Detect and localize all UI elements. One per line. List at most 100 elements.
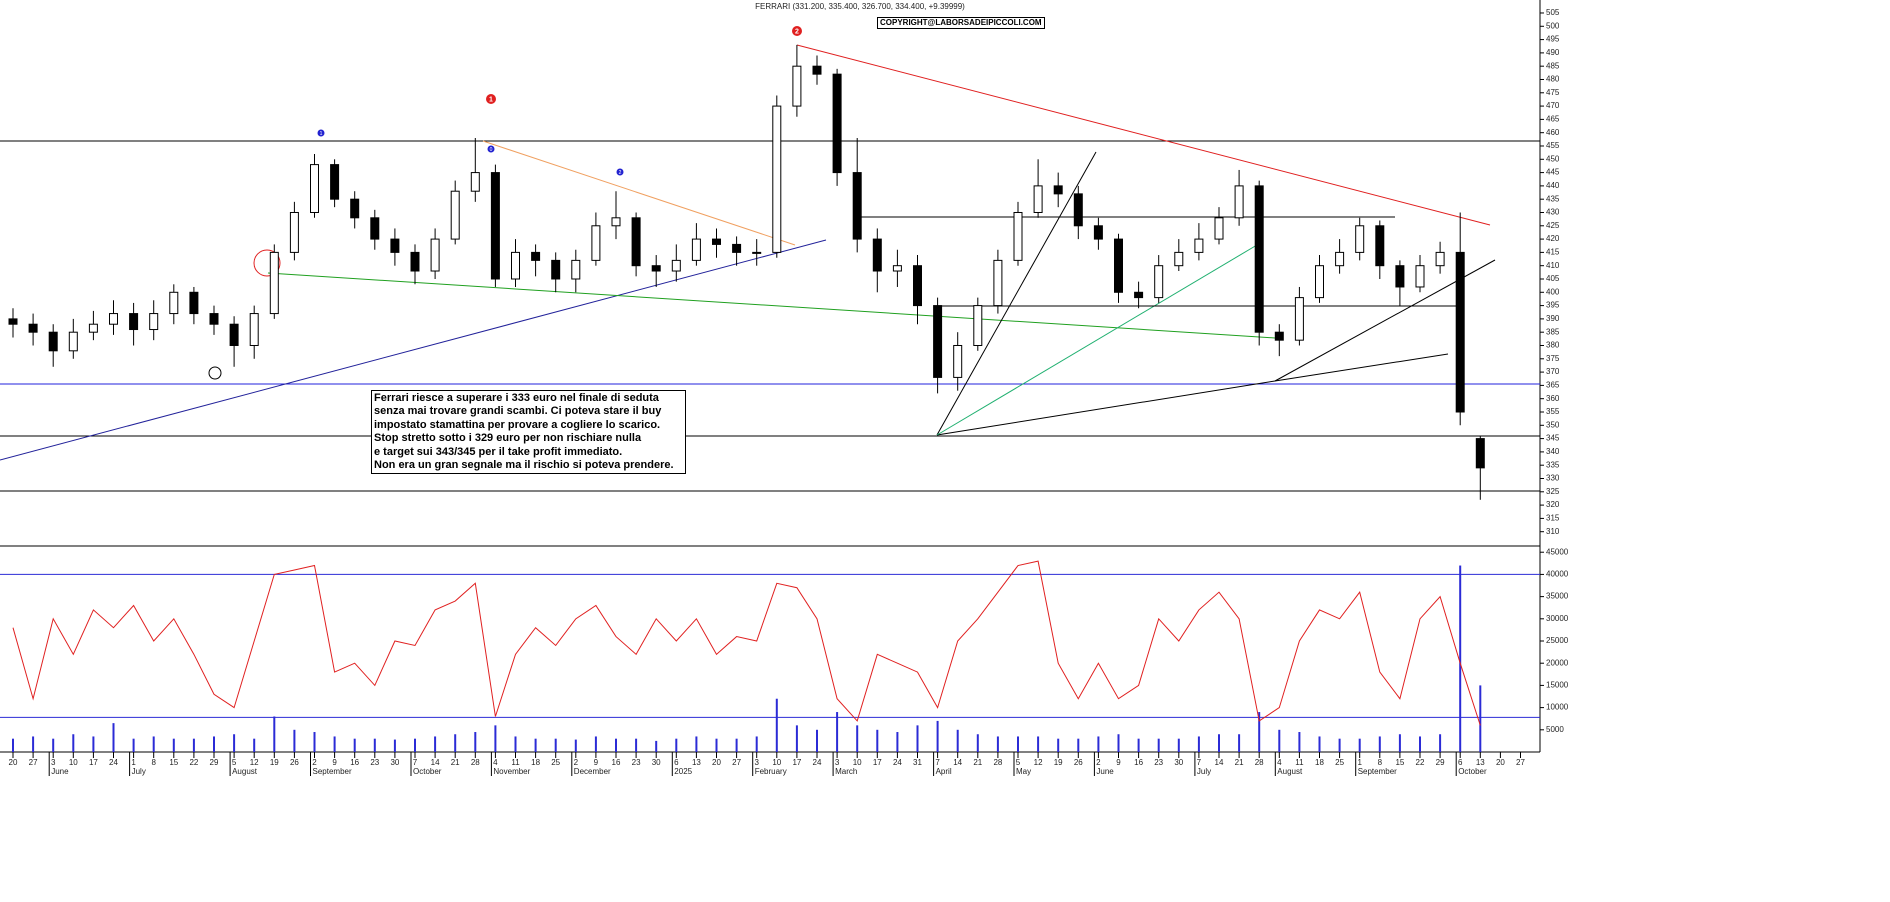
volume-bar xyxy=(72,734,75,752)
comment-line: Stop stretto sotto i 329 euro per non ri… xyxy=(374,432,642,445)
volume-bar xyxy=(695,736,698,752)
x-tick-label: 27 xyxy=(29,758,38,767)
x-tick-label: 5 xyxy=(232,758,237,767)
volume-bar xyxy=(253,738,256,752)
volume-bar xyxy=(1177,738,1180,752)
x-tick-label: 24 xyxy=(109,758,118,767)
candle-body xyxy=(651,265,661,272)
candle-body xyxy=(631,217,641,267)
candle-body xyxy=(1395,265,1405,288)
x-tick-label: 4 xyxy=(493,758,498,767)
candle-body xyxy=(933,305,943,378)
candle-body xyxy=(1174,251,1184,267)
trend-line xyxy=(267,272,1276,339)
month-label: August xyxy=(232,767,258,776)
month-label: July xyxy=(1197,767,1211,776)
volume-bar xyxy=(1097,736,1100,752)
x-tick-label: 9 xyxy=(1116,758,1121,767)
comment-line: impostato stamattina per provare a cogli… xyxy=(374,418,661,431)
copyright: COPYRIGHT@LABORSADEIPICCOLI.COM xyxy=(877,17,1045,29)
marker-label: 1 xyxy=(320,131,323,137)
volume-bar xyxy=(615,738,617,752)
candle-body xyxy=(209,313,219,325)
marker-label: 2 xyxy=(795,28,799,35)
candle-body xyxy=(1134,291,1144,299)
candle-body xyxy=(1073,193,1083,227)
trend-line xyxy=(0,239,827,461)
volume-bar xyxy=(1358,738,1361,752)
x-tick-label: 5 xyxy=(1016,758,1021,767)
candle-body xyxy=(752,251,762,254)
x-tick-label: 16 xyxy=(612,758,621,767)
x-tick-label: 24 xyxy=(893,758,902,767)
y-tick-label: 365 xyxy=(1546,381,1560,390)
x-tick-label: 27 xyxy=(1516,758,1525,767)
candle-body xyxy=(872,238,882,272)
wave-markers: 1 2 1 0 2 xyxy=(317,26,802,176)
candle-body xyxy=(410,251,420,272)
y-tick-label: 45000 xyxy=(1546,547,1569,556)
x-tick-label: 17 xyxy=(792,758,801,767)
x-tick-label: 24 xyxy=(813,758,822,767)
volume-bar xyxy=(574,739,577,752)
marker-label: 0 xyxy=(490,147,493,153)
candle-body xyxy=(953,344,963,378)
analysis-lines xyxy=(0,44,1540,492)
candle-body xyxy=(1154,265,1164,299)
x-tick-label: 22 xyxy=(189,758,198,767)
x-tick-label: 23 xyxy=(632,758,641,767)
y-tick-label: 505 xyxy=(1546,8,1560,17)
x-tick-label: 7 xyxy=(935,758,940,767)
volume-bar xyxy=(1338,738,1341,752)
volume-bar xyxy=(655,740,658,752)
volume-bar xyxy=(1439,734,1442,752)
volume-bar xyxy=(1419,736,1421,752)
candle-body xyxy=(1214,217,1224,240)
volume-bar xyxy=(795,725,798,752)
x-tick-label: 7 xyxy=(1197,758,1202,767)
x-tick-label: 30 xyxy=(390,758,399,767)
y-tick-label: 360 xyxy=(1546,394,1560,403)
month-label: June xyxy=(1096,767,1114,776)
volume-bar xyxy=(454,734,457,752)
x-tick-label: 14 xyxy=(431,758,440,767)
volume-bar xyxy=(52,738,55,752)
candle-body xyxy=(1033,185,1043,213)
y-tick-label: 35000 xyxy=(1546,592,1569,601)
volume-bar xyxy=(1157,738,1160,752)
volume-bar xyxy=(896,732,899,752)
trend-line xyxy=(936,380,1276,436)
month-label: November xyxy=(493,767,530,776)
x-tick-label: 10 xyxy=(853,758,862,767)
trend-line xyxy=(1274,353,1449,382)
x-tick-label: 22 xyxy=(1416,758,1425,767)
y-tick-label: 380 xyxy=(1546,341,1560,350)
volume-bar xyxy=(1238,734,1241,752)
volume-bar xyxy=(474,732,477,752)
volume-bar xyxy=(434,736,437,752)
comment-line: Non era un gran segnale ma il rischio si… xyxy=(374,459,674,472)
y-tick-label: 370 xyxy=(1546,367,1560,376)
y-tick-label: 490 xyxy=(1546,48,1560,57)
volume-bar xyxy=(152,736,155,752)
candle-body xyxy=(350,198,360,219)
month-label: June xyxy=(51,767,69,776)
y-tick-label: 425 xyxy=(1546,221,1560,230)
candle-body xyxy=(531,251,541,261)
volume-bar xyxy=(916,725,919,752)
volume-bar xyxy=(373,738,376,752)
y-tick-label: 400 xyxy=(1546,287,1560,296)
candle-body xyxy=(913,265,922,307)
y-tick-label: 415 xyxy=(1546,247,1560,256)
marker xyxy=(317,129,325,137)
x-tick-label: 12 xyxy=(250,758,259,767)
x-tick-label: 6 xyxy=(1458,758,1463,767)
x-tick-label: 26 xyxy=(290,758,299,767)
volume-bar xyxy=(836,712,839,752)
volume-bar xyxy=(1017,736,1019,752)
candle-body xyxy=(671,259,681,272)
y-tick-label: 450 xyxy=(1546,154,1560,163)
candle-body xyxy=(1335,251,1345,267)
volume-bar xyxy=(715,738,718,752)
candle-body xyxy=(1475,438,1485,469)
